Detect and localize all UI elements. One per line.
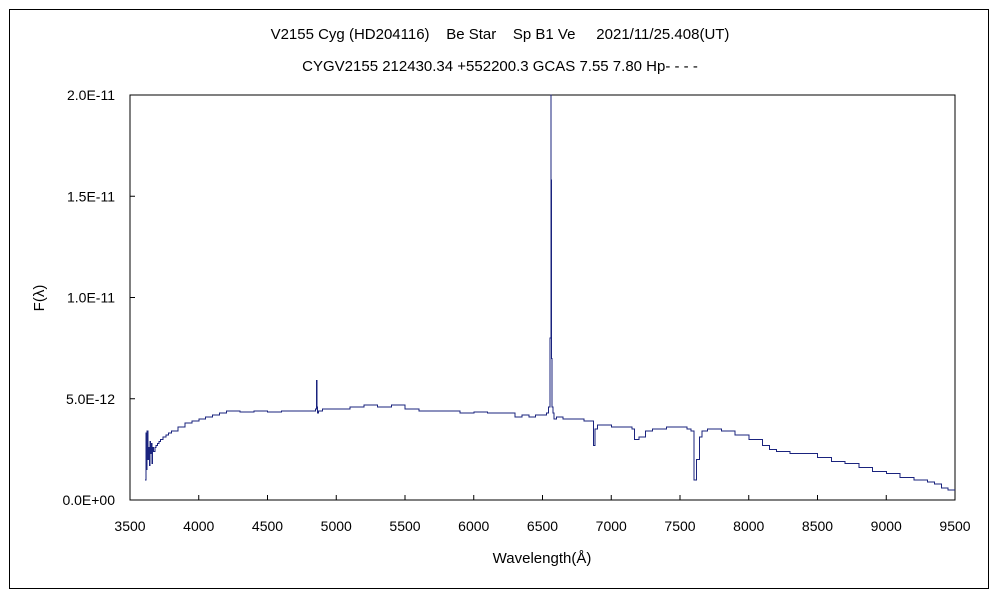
x-axis-label: Wavelength(Å) xyxy=(493,550,592,567)
x-tick-label: 3500 xyxy=(114,518,145,534)
chart-title: V2155 Cyg (HD204116) Be Star Sp B1 Ve 20… xyxy=(270,26,730,43)
x-tick-label: 9000 xyxy=(871,518,902,534)
chart-subtitle: CYGV2155 212430.34 +552200.3 GCAS 7.55 7… xyxy=(302,58,698,75)
y-tick-label: 5.0E-12 xyxy=(66,391,115,407)
x-tick-label: 5500 xyxy=(389,518,420,534)
y-tick-label: 0.0E+00 xyxy=(62,492,115,508)
x-tick-label: 7500 xyxy=(664,518,695,534)
x-tick-label: 7000 xyxy=(596,518,627,534)
y-tick-label: 1.5E-11 xyxy=(67,188,115,204)
plot-area xyxy=(129,94,956,501)
x-tick-label: 6000 xyxy=(458,518,489,534)
x-tick-label: 4500 xyxy=(252,518,283,534)
x-tick-label: 4000 xyxy=(183,518,214,534)
y-tick-label: 1.0E-11 xyxy=(67,290,115,306)
x-tick-label: 8500 xyxy=(802,518,833,534)
x-tick-label: 6500 xyxy=(527,518,558,534)
x-tick-label: 8000 xyxy=(733,518,764,534)
series-line-spectrum xyxy=(145,94,955,491)
x-tick-label: 9500 xyxy=(939,518,970,534)
axis-ticks xyxy=(129,94,956,501)
y-tick-label: 2.0E-11 xyxy=(67,87,115,103)
chart-frame xyxy=(9,9,989,589)
x-tick-label: 5000 xyxy=(321,518,352,534)
tick-labels: 3500 4000 4500 5000 5500 6000 6500 7000 7500 8000… xyxy=(62,87,970,534)
y-axis-label: F(λ) xyxy=(31,285,48,312)
